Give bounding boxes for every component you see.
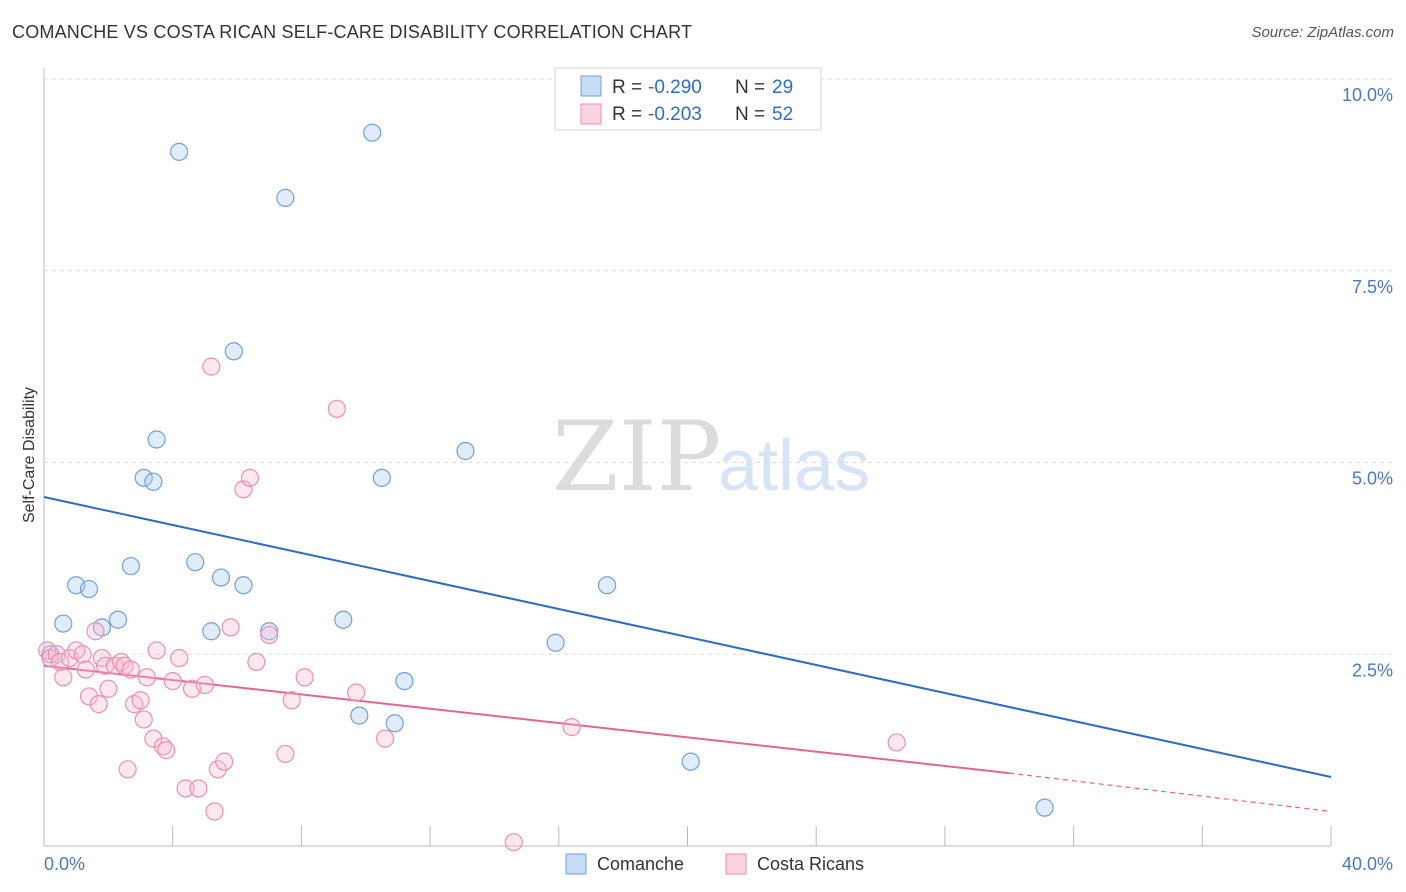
comanche-point: [276, 188, 295, 207]
comanche-point: [260, 622, 279, 641]
legend-r-value-2: -0.203: [648, 104, 702, 125]
costa-rican-point: [375, 729, 395, 748]
costa-rican-point: [137, 668, 157, 687]
costa-rican-point: [221, 618, 240, 637]
legend-r-label-2: R =: [612, 104, 642, 125]
comanche-point: [334, 610, 353, 629]
legend-n-label-2: N =: [735, 104, 765, 125]
comanche-point: [597, 576, 617, 595]
costa-rican-point: [504, 833, 523, 852]
costa-rican-trend-extension: [1009, 772, 1332, 813]
comanche-point: [108, 610, 128, 629]
watermark-zip: ZIP: [552, 401, 721, 513]
comanche-point: [234, 576, 253, 595]
comanche-point: [1035, 798, 1054, 817]
comanche-point: [385, 714, 404, 733]
comanche-point: [395, 671, 414, 691]
bottom-legend-swatch-comanche: [565, 853, 587, 875]
costa-rican-point: [73, 645, 92, 664]
costa-rican-point: [215, 752, 234, 771]
x-tick-label: 0.0%: [44, 854, 85, 874]
costa-rican-point: [346, 683, 366, 702]
comanche-point: [79, 579, 99, 599]
comanche-point: [144, 472, 163, 491]
costa-rican-point: [163, 671, 182, 691]
comanche-point: [372, 468, 391, 487]
comanche-point: [170, 142, 189, 161]
costa-rican-point: [99, 679, 118, 698]
costa-rican-point: [276, 744, 295, 764]
costa-rican-point: [54, 668, 73, 687]
y-tick-label: 5.0%: [1352, 469, 1393, 489]
costa-rican-point: [205, 802, 224, 821]
y-tick-label: 2.5%: [1352, 660, 1393, 680]
legend-swatch-comanche: [580, 75, 602, 97]
comanche-point: [202, 622, 221, 641]
costa-rican-point: [189, 779, 208, 798]
y-tick-label: 7.5%: [1352, 277, 1393, 297]
legend-r-label-1: R =: [612, 77, 642, 98]
data-points: [38, 123, 1054, 852]
costa-rican-point: [195, 675, 214, 695]
comanche-point: [186, 553, 205, 572]
legend-n-value-2: 52: [772, 104, 793, 125]
costa-rican-point: [118, 760, 137, 779]
legend-n-label-1: N =: [735, 77, 765, 98]
costa-rican-point: [247, 652, 266, 672]
comanche-trend-line: [43, 496, 1332, 778]
costa-rican-point: [240, 468, 260, 487]
bottom-legend-swatch-costa-ricans: [725, 853, 747, 875]
costa-rican-point: [79, 687, 99, 706]
costa-rican-point: [76, 660, 95, 679]
comanche-point: [134, 468, 153, 487]
comanche-point: [546, 633, 565, 652]
costa-rican-point: [295, 668, 314, 687]
costa-rican-point: [562, 718, 581, 737]
costa-rican-point: [50, 652, 70, 672]
costa-rican-point: [144, 729, 163, 748]
comanche-point: [363, 123, 382, 142]
comanche-point: [456, 441, 475, 461]
legend-r-value-1: -0.290: [648, 77, 702, 98]
legend-swatch-costa-ricans: [580, 103, 602, 125]
costa-rican-point: [327, 399, 346, 418]
x-tick-label: 40.0%: [1342, 854, 1393, 874]
costa-rican-point: [887, 733, 906, 752]
chart-title: COMANCHE VS COSTA RICAN SELF-CARE DISABI…: [12, 22, 693, 42]
axes: 2.5% 5.0% 7.5% 10.0% 0.0% 40.0%: [43, 68, 1393, 874]
comanche-point: [211, 568, 231, 587]
costa-rican-point: [121, 660, 140, 679]
y-tick-label: 10.0%: [1342, 85, 1393, 105]
costa-rican-point: [134, 710, 153, 729]
costa-rican-point: [170, 648, 189, 668]
comanche-point: [121, 556, 140, 576]
stats-legend: R = -0.290 N = 29 R = -0.203 N = 52: [554, 67, 822, 131]
costa-rican-point: [147, 641, 166, 660]
costa-rican-point: [282, 691, 301, 710]
costa-rican-point: [157, 741, 176, 760]
legend-n-value-1: 29: [772, 77, 793, 98]
costa-rican-point: [234, 480, 253, 499]
costa-rican-trend-line: [43, 664, 1010, 775]
costa-rican-point: [89, 695, 108, 714]
costa-rican-point: [260, 625, 279, 645]
grid-lines: [44, 78, 1392, 655]
comanche-point: [54, 614, 73, 633]
comanche-point: [350, 706, 369, 725]
costa-rican-point: [86, 622, 105, 641]
trend-lines: [43, 496, 1332, 813]
costa-rican-point: [131, 691, 150, 710]
series-legend: Comanche Costa Ricans: [565, 853, 864, 875]
source-label: Source: ZipAtlas.com: [1251, 24, 1394, 41]
watermark-atlas: atlas: [718, 426, 870, 506]
comanche-point: [147, 430, 166, 449]
costa-rican-point: [202, 357, 221, 376]
bottom-legend-costa-ricans: Costa Ricans: [757, 854, 864, 874]
comanche-point: [681, 752, 700, 771]
y-axis-label: Self-Care Disability: [21, 387, 38, 523]
bottom-legend-comanche: Comanche: [597, 854, 684, 874]
costa-rican-point: [176, 779, 195, 798]
comanche-point: [224, 342, 243, 361]
